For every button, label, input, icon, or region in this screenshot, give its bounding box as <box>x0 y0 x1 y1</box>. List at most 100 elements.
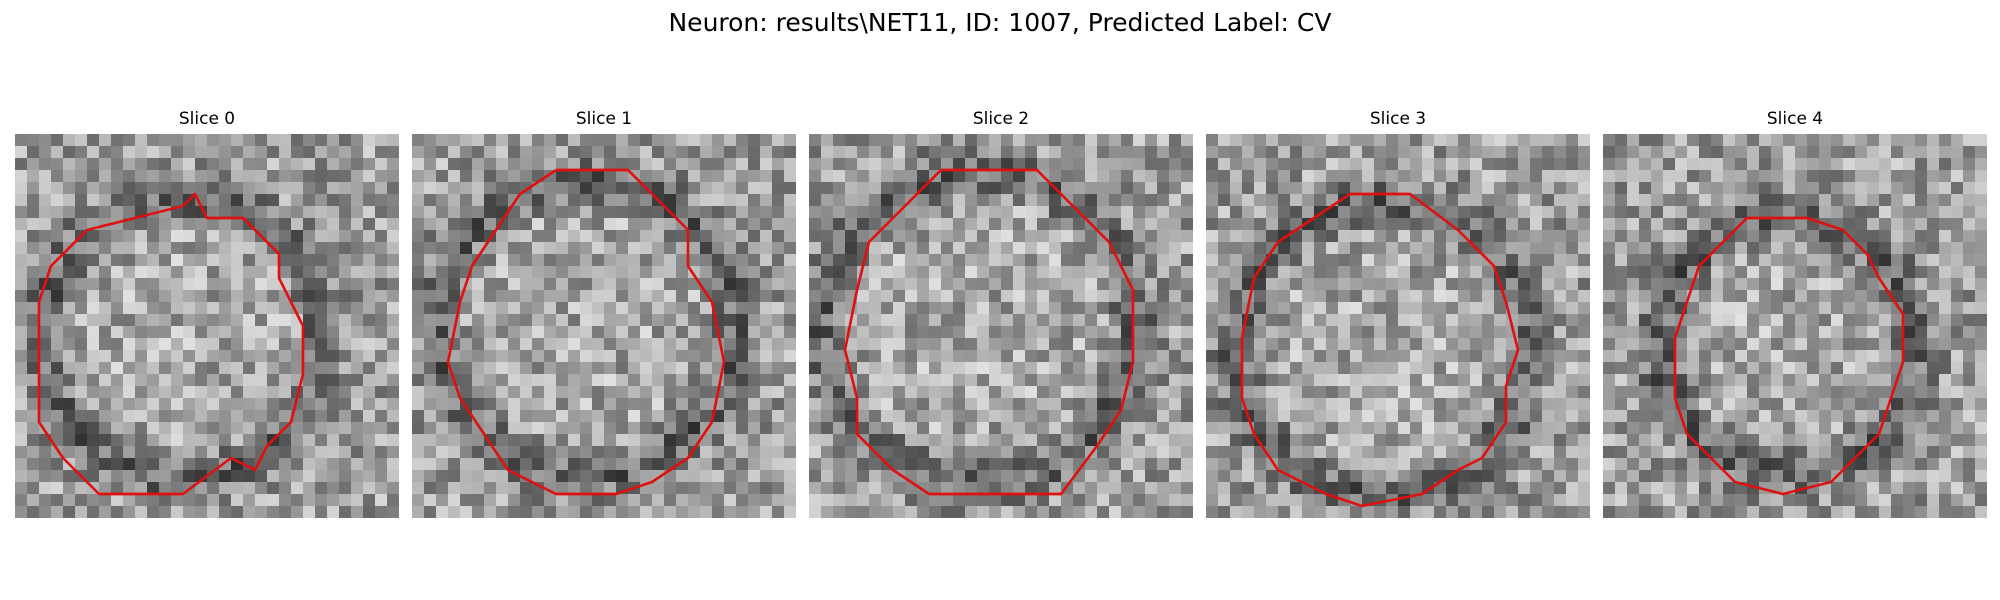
pixel <box>63 290 76 303</box>
pixel <box>905 218 918 231</box>
pixel <box>195 290 208 303</box>
pixel <box>159 434 172 447</box>
pixel <box>171 314 184 327</box>
pixel <box>1843 338 1856 351</box>
pixel <box>123 146 136 159</box>
pixel <box>207 326 220 339</box>
pixel <box>1338 302 1351 315</box>
pixel <box>1266 326 1279 339</box>
pixel <box>387 230 399 243</box>
pixel <box>1663 242 1676 255</box>
pixel <box>1675 458 1688 471</box>
pixel <box>1374 194 1387 207</box>
pixel <box>568 458 581 471</box>
pixel <box>63 422 76 435</box>
pixel <box>255 506 268 518</box>
pixel <box>1230 386 1243 399</box>
pixel <box>1266 314 1279 327</box>
pixel <box>676 158 689 171</box>
pixel <box>640 278 653 291</box>
pixel <box>1013 494 1026 507</box>
pixel <box>1278 362 1291 375</box>
pixel <box>424 266 437 279</box>
pixel <box>1482 362 1495 375</box>
pixel <box>1206 242 1219 255</box>
pixel <box>1290 350 1303 363</box>
pixel <box>1518 278 1531 291</box>
pixel <box>869 146 882 159</box>
pixel <box>1711 410 1724 423</box>
pixel <box>255 470 268 483</box>
pixel <box>748 134 761 147</box>
pixel <box>303 230 316 243</box>
pixel <box>1278 350 1291 363</box>
pixel <box>568 134 581 147</box>
pixel <box>833 314 846 327</box>
pixel <box>267 206 280 219</box>
pixel <box>652 398 665 411</box>
pixel <box>1879 206 1892 219</box>
pixel <box>1386 350 1399 363</box>
pixel <box>1049 254 1062 267</box>
pixel <box>1266 302 1279 315</box>
pixel <box>736 398 749 411</box>
pixel <box>1891 338 1904 351</box>
pixel <box>580 194 593 207</box>
pixel <box>989 182 1002 195</box>
pixel <box>1386 362 1399 375</box>
pixel <box>821 326 834 339</box>
pixel <box>375 410 388 423</box>
pixel <box>1843 350 1856 363</box>
pixel <box>1037 374 1050 387</box>
pixel <box>1326 314 1339 327</box>
pixel <box>965 410 978 423</box>
pixel <box>1578 278 1590 291</box>
pixel <box>1266 482 1279 495</box>
pixel <box>1446 314 1459 327</box>
pixel <box>147 266 160 279</box>
pixel <box>1218 350 1231 363</box>
pixel <box>857 194 870 207</box>
pixel <box>833 422 846 435</box>
pixel <box>760 422 773 435</box>
pixel <box>1627 206 1640 219</box>
pixel <box>736 506 749 518</box>
pixel <box>1181 170 1193 183</box>
pixel <box>1302 146 1315 159</box>
pixel <box>1831 266 1844 279</box>
pixel <box>460 230 473 243</box>
pixel <box>303 254 316 267</box>
pixel <box>75 278 88 291</box>
pixel <box>1554 494 1567 507</box>
pixel <box>1482 278 1495 291</box>
pixel <box>1398 338 1411 351</box>
pixel <box>1013 230 1026 243</box>
pixel <box>1073 338 1086 351</box>
pixel <box>1651 218 1664 231</box>
pixel <box>99 158 112 171</box>
pixel <box>676 338 689 351</box>
pixel <box>1831 410 1844 423</box>
pixel <box>375 134 388 147</box>
pixel <box>183 458 196 471</box>
pixel <box>375 434 388 447</box>
pixel <box>496 482 509 495</box>
pixel <box>1627 410 1640 423</box>
pixel <box>1903 350 1916 363</box>
pixel <box>1615 182 1628 195</box>
pixel <box>556 398 569 411</box>
pixel <box>688 386 701 399</box>
pixel <box>1446 134 1459 147</box>
pixel <box>628 386 641 399</box>
pixel <box>664 482 677 495</box>
pixel <box>640 506 653 518</box>
pixel <box>1903 290 1916 303</box>
pixel <box>1675 242 1688 255</box>
pixel <box>1350 170 1363 183</box>
pixel <box>965 398 978 411</box>
pixel <box>1049 230 1062 243</box>
pixel <box>965 182 978 195</box>
pixel <box>1278 506 1291 518</box>
pixel <box>375 326 388 339</box>
pixel <box>436 482 449 495</box>
